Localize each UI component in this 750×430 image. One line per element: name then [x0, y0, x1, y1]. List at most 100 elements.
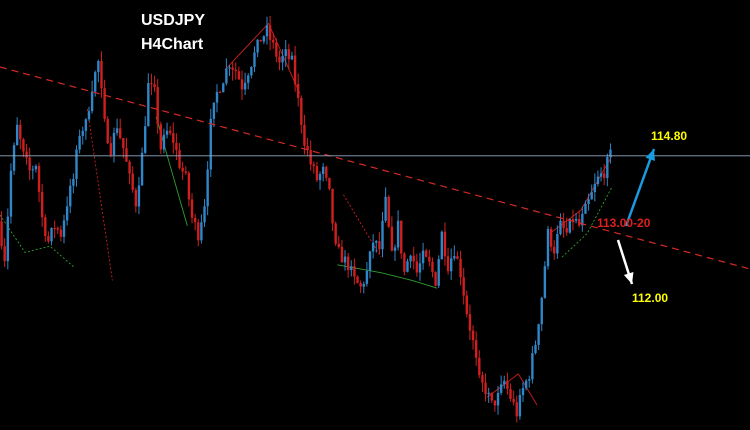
candle — [428, 249, 431, 267]
candle — [353, 258, 356, 285]
candle — [487, 387, 490, 403]
candle — [72, 173, 75, 194]
candle — [222, 82, 225, 93]
candle — [97, 59, 100, 83]
candle — [147, 73, 150, 127]
candle — [471, 325, 475, 350]
candle — [318, 171, 322, 190]
candle — [506, 372, 509, 395]
dotted-decline-center — [343, 194, 382, 258]
candle — [362, 281, 365, 294]
timeframe-title: H4Chart — [141, 36, 204, 53]
candle — [168, 126, 172, 136]
candle — [243, 72, 247, 96]
candle — [231, 62, 234, 81]
candle — [381, 212, 384, 258]
candle — [256, 38, 259, 57]
candle — [328, 177, 331, 191]
candle — [465, 290, 469, 318]
candle — [247, 73, 250, 90]
candle — [162, 128, 166, 154]
candle — [478, 350, 481, 379]
candle — [22, 137, 25, 158]
candle — [3, 238, 6, 267]
candle — [599, 167, 603, 182]
candle — [103, 79, 106, 122]
candle — [209, 108, 212, 177]
candle — [418, 252, 422, 281]
candle — [112, 127, 116, 163]
candle — [115, 118, 119, 136]
candle — [556, 225, 559, 259]
candle — [537, 323, 540, 351]
candle — [128, 159, 131, 185]
candle — [449, 248, 453, 280]
candle — [300, 95, 303, 134]
candle — [606, 153, 609, 187]
candle — [350, 260, 353, 277]
candle — [534, 340, 537, 355]
candle — [474, 331, 478, 367]
candle — [490, 392, 493, 403]
candle — [259, 39, 262, 42]
projection-arrows — [616, 148, 656, 285]
candle — [403, 251, 406, 276]
candle — [393, 244, 397, 262]
candle — [496, 386, 500, 415]
resistance-zone-label: 113.00-20 — [597, 216, 651, 230]
candle — [268, 15, 272, 51]
candle — [343, 250, 347, 271]
candle — [574, 212, 578, 224]
candle — [234, 62, 237, 80]
candle — [549, 226, 553, 252]
candle — [122, 138, 125, 159]
candle — [65, 196, 69, 226]
candle — [484, 373, 487, 402]
candle — [462, 267, 465, 305]
candle — [312, 161, 316, 174]
candle — [565, 217, 568, 236]
candle — [365, 261, 369, 287]
candle — [150, 73, 153, 96]
candle — [415, 253, 419, 277]
candle — [290, 51, 294, 61]
candle — [384, 187, 387, 223]
candle — [109, 136, 113, 158]
candle — [325, 165, 328, 182]
candle — [331, 188, 334, 232]
candle — [237, 66, 241, 81]
candle — [131, 166, 134, 193]
candle — [25, 143, 28, 165]
candle — [34, 164, 38, 173]
up-arrow-icon — [624, 148, 656, 227]
candle — [137, 177, 141, 215]
candle — [578, 210, 581, 228]
candle — [12, 142, 16, 175]
candle — [459, 250, 462, 286]
candle — [265, 16, 269, 45]
candle — [518, 388, 522, 420]
candle — [431, 257, 434, 278]
candle — [203, 199, 206, 227]
candle — [368, 250, 372, 279]
candle — [524, 378, 528, 391]
candle — [56, 226, 59, 235]
candle — [390, 216, 394, 252]
candle — [509, 383, 512, 402]
candle — [400, 220, 403, 259]
candle — [425, 248, 428, 258]
candle — [37, 162, 41, 203]
candle — [587, 193, 590, 211]
candle — [437, 255, 440, 288]
candle — [293, 46, 297, 92]
descending-trendline — [0, 66, 750, 270]
candle — [296, 73, 300, 107]
candle — [240, 70, 244, 101]
candle — [28, 147, 31, 181]
candle — [468, 304, 472, 341]
candle — [303, 114, 306, 155]
candle — [47, 231, 50, 244]
candle — [206, 161, 209, 216]
candle — [250, 66, 253, 79]
